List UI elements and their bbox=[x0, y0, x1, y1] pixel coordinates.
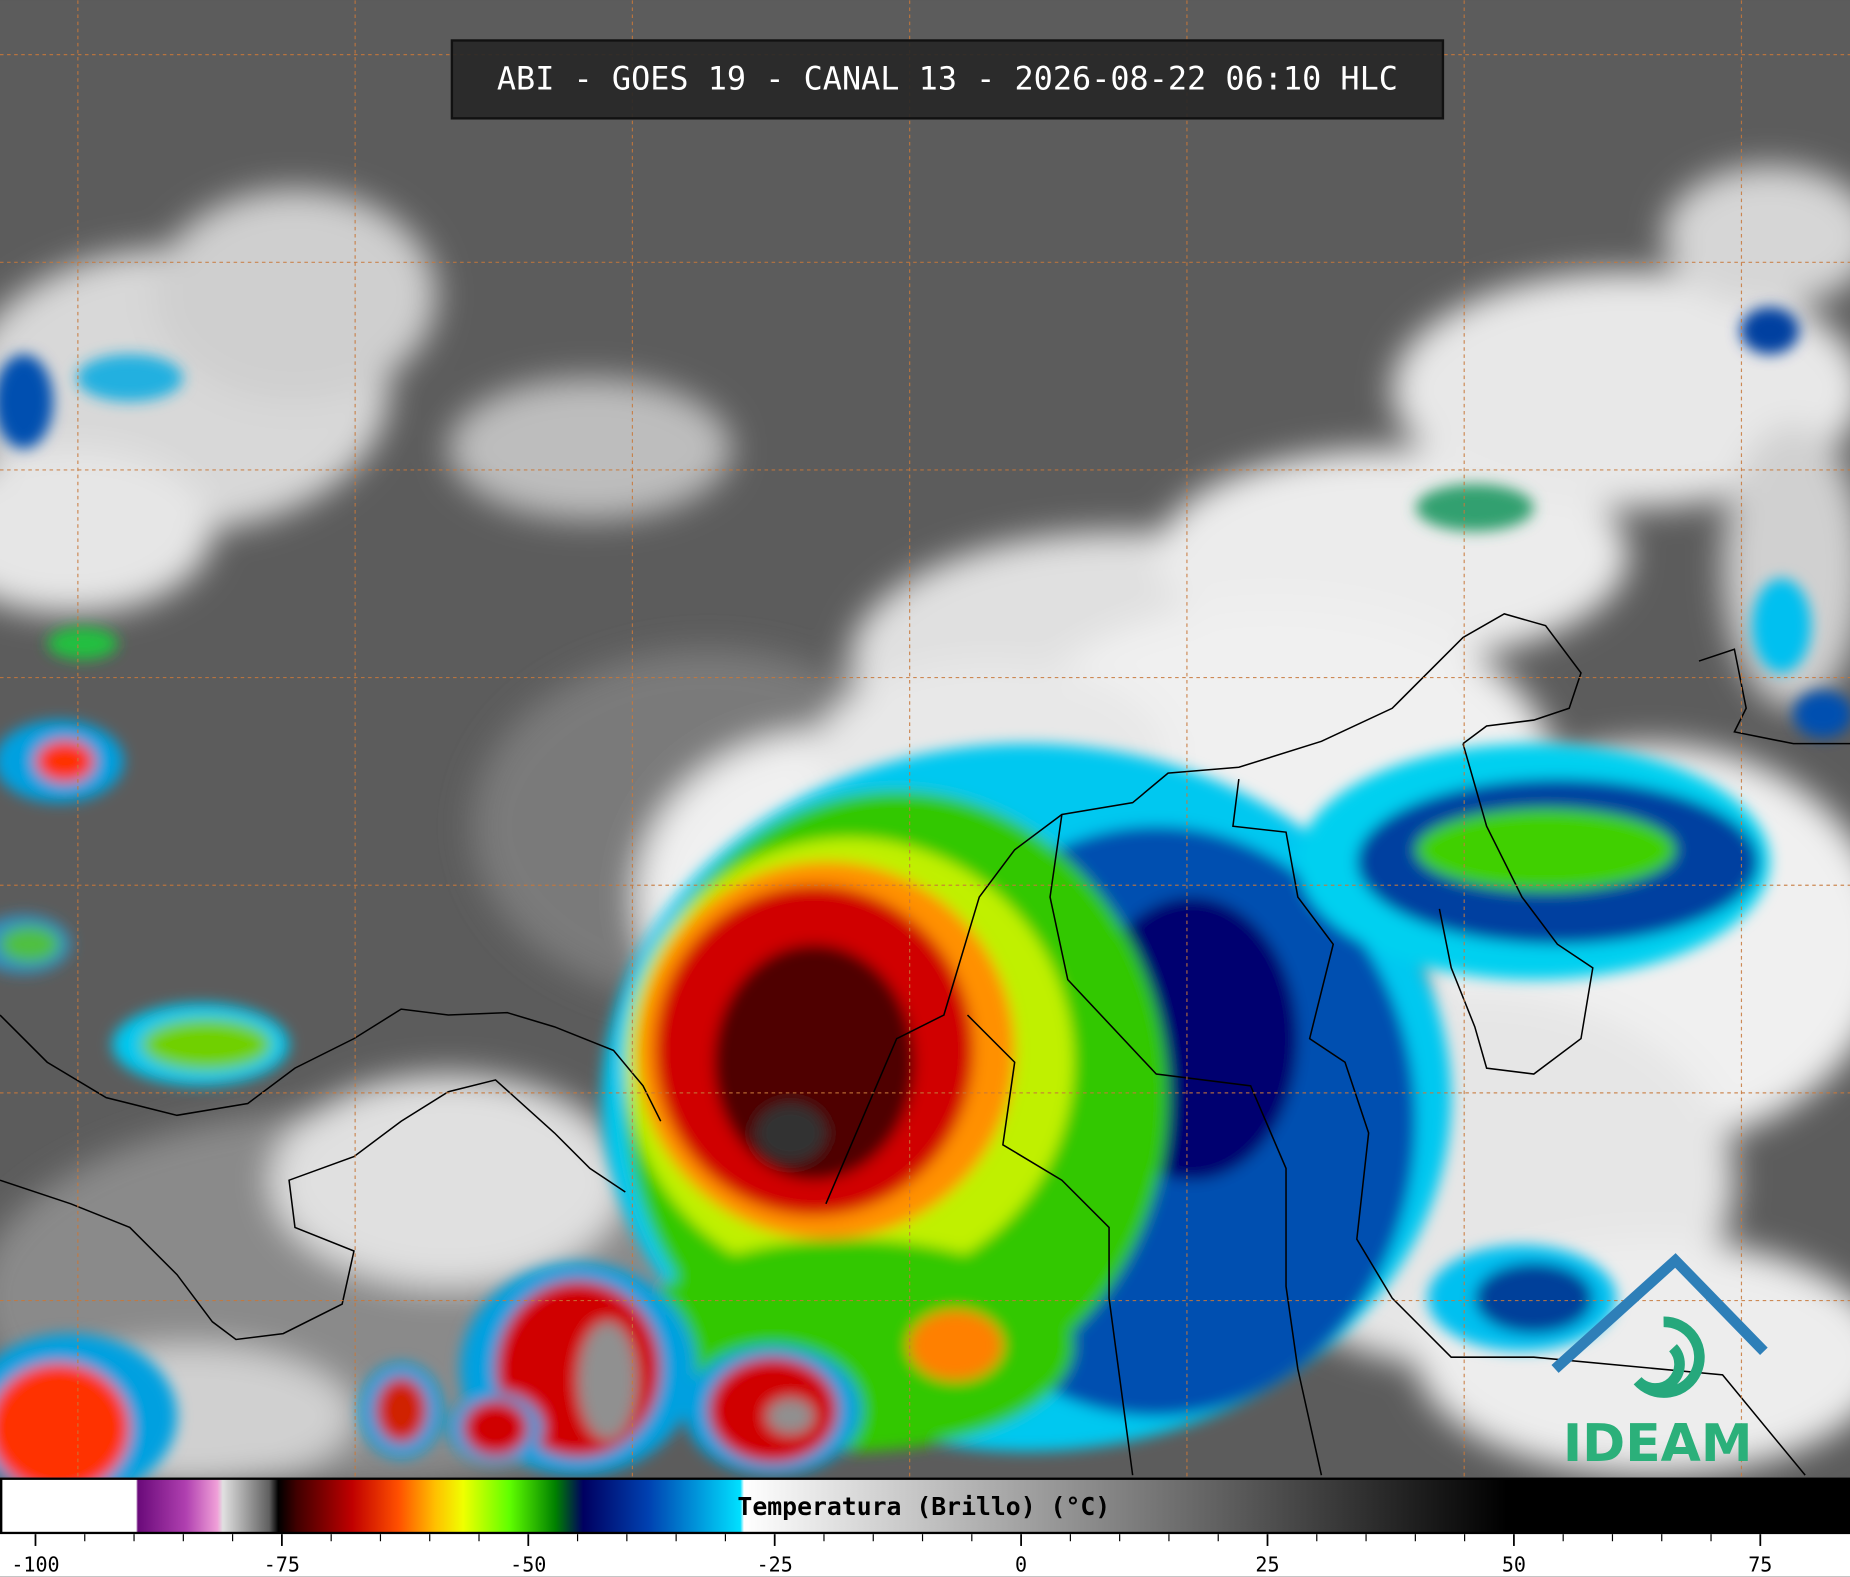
logo: IDEAM bbox=[1551, 1253, 1768, 1474]
cloud-top bbox=[1415, 484, 1534, 532]
cloud-top bbox=[908, 1309, 1003, 1381]
cloud-top bbox=[1474, 1262, 1593, 1334]
cloud-top bbox=[1740, 307, 1800, 355]
cloud-top bbox=[0, 354, 54, 449]
coastlines bbox=[0, 613, 1850, 1476]
tick-label: 0 bbox=[1015, 1553, 1027, 1577]
title-background bbox=[450, 39, 1445, 120]
graticule bbox=[0, 0, 1850, 1478]
cloud-top bbox=[1793, 690, 1850, 738]
coastline bbox=[825, 613, 1582, 1205]
border bbox=[1049, 814, 1323, 1476]
logo-text: IDEAM bbox=[1563, 1414, 1753, 1474]
colorbar-ticks: -100 -75 -50 -25 0 25 50 75 bbox=[11, 1534, 1772, 1577]
colorbar-ramp bbox=[0, 1477, 1850, 1535]
coastline bbox=[1698, 648, 1850, 745]
border bbox=[1438, 743, 1594, 1075]
tick-label: 75 bbox=[1748, 1553, 1772, 1577]
cloud bbox=[1392, 271, 1850, 508]
cloud bbox=[1663, 165, 1850, 308]
tick-label: 50 bbox=[1502, 1553, 1526, 1577]
cloud bbox=[0, 448, 213, 614]
title-box: ABI - GOES 19 - CANAL 13 - 2026-08-22 06… bbox=[450, 39, 1445, 120]
border bbox=[966, 1014, 1134, 1476]
title: ABI - GOES 19 - CANAL 13 - 2026-08-22 06… bbox=[497, 60, 1398, 98]
tick-label: -50 bbox=[510, 1553, 546, 1577]
cloud-top bbox=[766, 1398, 815, 1434]
cloud-top bbox=[755, 1103, 826, 1163]
cloud bbox=[271, 1074, 626, 1287]
cloud-top bbox=[462, 1399, 529, 1457]
tick-label: -75 bbox=[264, 1553, 300, 1577]
cloud-top bbox=[35, 740, 95, 783]
cloud-top bbox=[1752, 578, 1812, 673]
tick-label: 25 bbox=[1255, 1553, 1279, 1577]
cloud bbox=[153, 189, 437, 402]
cloud-top bbox=[375, 1377, 428, 1444]
cloud-top bbox=[0, 926, 59, 962]
cloud-top bbox=[47, 626, 118, 660]
cloud-top bbox=[1415, 808, 1676, 892]
logo-roof bbox=[1551, 1253, 1768, 1373]
coastline bbox=[0, 1008, 662, 1122]
tick-label: -25 bbox=[757, 1553, 793, 1577]
cloud-top bbox=[76, 354, 183, 402]
border bbox=[1232, 778, 1806, 1476]
cloud-top bbox=[0, 1363, 130, 1493]
logo-swirl bbox=[1633, 1316, 1705, 1398]
cloud bbox=[448, 377, 732, 520]
colorbar: Temperatura (Brillo) (°C) bbox=[0, 1477, 1850, 1577]
cloud-top bbox=[141, 1018, 272, 1071]
coastline bbox=[0, 1079, 626, 1341]
colorbar-label: Temperatura (Brillo) (°C) bbox=[737, 1492, 1110, 1521]
tick-label: -100 bbox=[11, 1553, 59, 1577]
tick-area bbox=[0, 1534, 1850, 1577]
cloud-top bbox=[578, 1321, 638, 1440]
